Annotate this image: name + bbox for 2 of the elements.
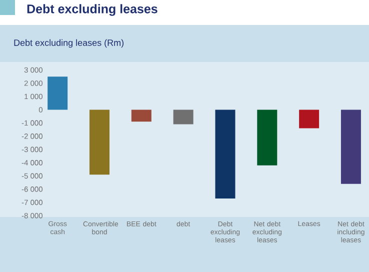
chart-title: Debt excluding leases bbox=[27, 4, 158, 16]
chart-subtitle: Debt excluding leases (Rm) bbox=[14, 39, 124, 48]
